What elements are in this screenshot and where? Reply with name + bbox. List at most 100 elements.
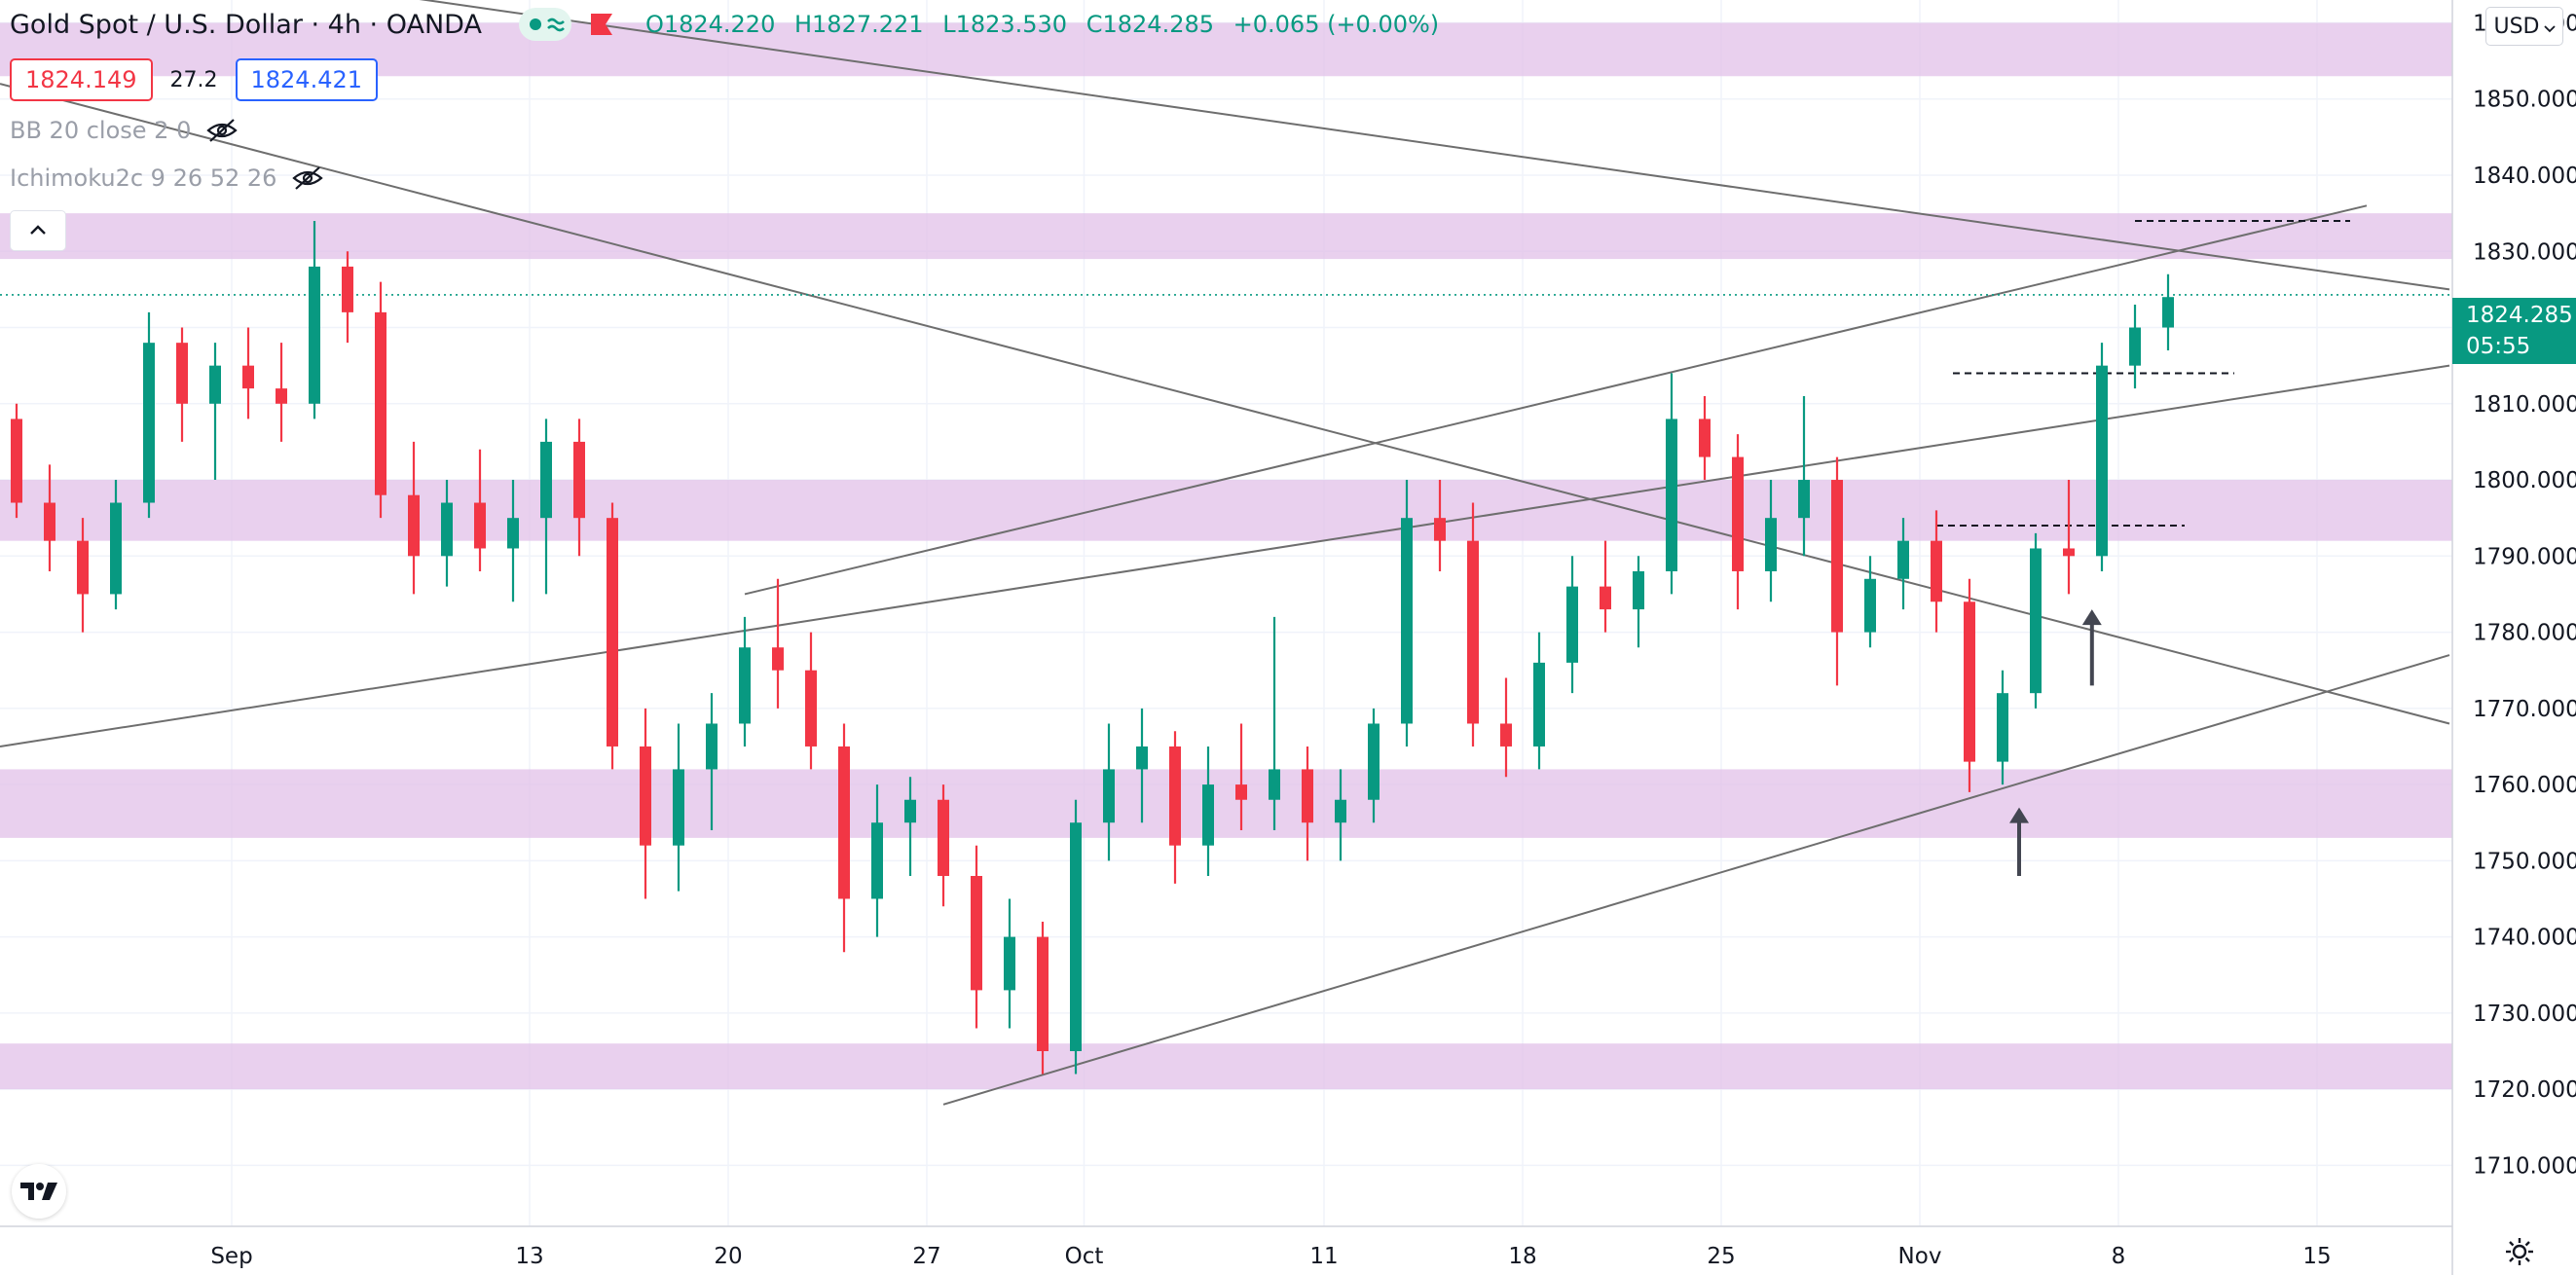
candle (474, 449, 486, 571)
candle-body (110, 502, 122, 595)
candle-body (805, 670, 817, 747)
candle (1500, 677, 1512, 778)
candle (11, 403, 22, 519)
candle-body (673, 769, 684, 846)
buy-price-button[interactable]: 1824.421 (235, 58, 379, 101)
settings-gear-icon[interactable] (2502, 1234, 2537, 1269)
candle (772, 578, 784, 709)
indicator-bb[interactable]: BB 20 close 2 0 (10, 117, 239, 144)
candle-body (607, 518, 618, 747)
eye-hidden-icon[interactable] (204, 117, 239, 144)
candle-body (309, 266, 320, 404)
candle-body (1931, 540, 1942, 602)
candle (739, 616, 751, 747)
candle (507, 480, 519, 602)
y-tick-label: 1800.000 (2473, 468, 2576, 493)
candle (2030, 532, 2042, 709)
compare-icon[interactable] (518, 8, 571, 41)
candle-body (1798, 480, 1810, 519)
candle-body (1368, 723, 1380, 800)
arrow-head-icon (2009, 807, 2029, 823)
candle (309, 220, 320, 419)
candle-body (1500, 723, 1512, 747)
flag-icon[interactable] (587, 10, 616, 39)
candle (1533, 632, 1545, 770)
candle-body (739, 647, 751, 724)
candle-body (838, 746, 850, 899)
candle-body (2129, 327, 2141, 366)
candle-body (1566, 586, 1578, 663)
candle-body (1235, 784, 1247, 800)
candle-body (1831, 480, 1843, 633)
zone-band (0, 213, 2452, 260)
collapse-legend-button[interactable] (10, 210, 66, 251)
last-price-value: 1824.285 (2466, 303, 2573, 328)
candle-body (1401, 518, 1413, 724)
candle-body (209, 365, 221, 404)
candle-body (474, 502, 486, 549)
trendline (942, 654, 2450, 1106)
candle-body (971, 876, 982, 991)
x-tick-label: 15 (2302, 1244, 2331, 1269)
chevron-down-icon (2543, 15, 2556, 39)
candle-body (772, 647, 784, 671)
candle (1434, 480, 1446, 571)
candle (1004, 898, 1015, 1029)
eye-hidden-icon[interactable] (290, 164, 325, 192)
symbol-title[interactable]: Gold Spot / U.S. Dollar · 4h · OANDA (10, 9, 482, 40)
y-tick-label: 1770.000 (2473, 697, 2576, 722)
candle-body (176, 343, 188, 404)
candle-body (342, 266, 353, 312)
candle-body (1533, 662, 1545, 747)
y-tick-label: 1850.000 (2473, 88, 2576, 113)
tradingview-logo[interactable] (12, 1164, 66, 1219)
y-tick-label: 1710.000 (2473, 1153, 2576, 1179)
candle (1831, 456, 1843, 686)
candle (1335, 769, 1346, 861)
candle-body (1302, 769, 1313, 823)
candle (1401, 480, 1413, 747)
x-tick-label: 8 (2112, 1244, 2126, 1269)
candle (2162, 273, 2174, 350)
indicator-ichimoku[interactable]: Ichimoku2c 9 26 52 26 (10, 164, 325, 192)
y-tick-label: 1830.000 (2473, 239, 2576, 265)
candle (1103, 723, 1115, 861)
x-tick-label: 13 (515, 1244, 543, 1269)
sell-price-button[interactable]: 1824.149 (10, 58, 153, 101)
candle-body (540, 441, 552, 519)
candle-body (1765, 518, 1777, 571)
candle (1070, 799, 1082, 1075)
x-tick-label: Nov (1898, 1244, 1942, 1269)
trendlines (0, 0, 2450, 1106)
candle-body (573, 441, 585, 519)
candle (640, 708, 651, 899)
candle (1368, 708, 1380, 823)
candle (77, 518, 89, 633)
trendline (419, 0, 2450, 291)
zone-band (0, 769, 2452, 838)
candle (1798, 395, 1810, 557)
candle-body (408, 494, 420, 557)
candle (1964, 578, 1975, 792)
y-tick-label: 1750.000 (2473, 849, 2576, 874)
arrow-head-icon (2081, 609, 2102, 626)
candle (1897, 518, 1909, 610)
zone-band (0, 22, 2452, 77)
candle-body (2162, 297, 2174, 328)
currency-select[interactable]: USD (2485, 7, 2563, 46)
candle-body (1169, 746, 1181, 846)
x-tick-label: 11 (1309, 1244, 1338, 1269)
candle (1600, 540, 1611, 633)
y-tick-label: 1740.000 (2473, 926, 2576, 951)
candle (706, 693, 718, 831)
candle-body (1633, 570, 1644, 610)
candle (2096, 343, 2108, 571)
candle (2129, 305, 2141, 389)
tradingview-logo-icon (20, 1183, 57, 1200)
candle (1931, 510, 1942, 633)
candle-body (276, 388, 287, 404)
candle-body (143, 343, 155, 503)
candle (805, 632, 817, 770)
